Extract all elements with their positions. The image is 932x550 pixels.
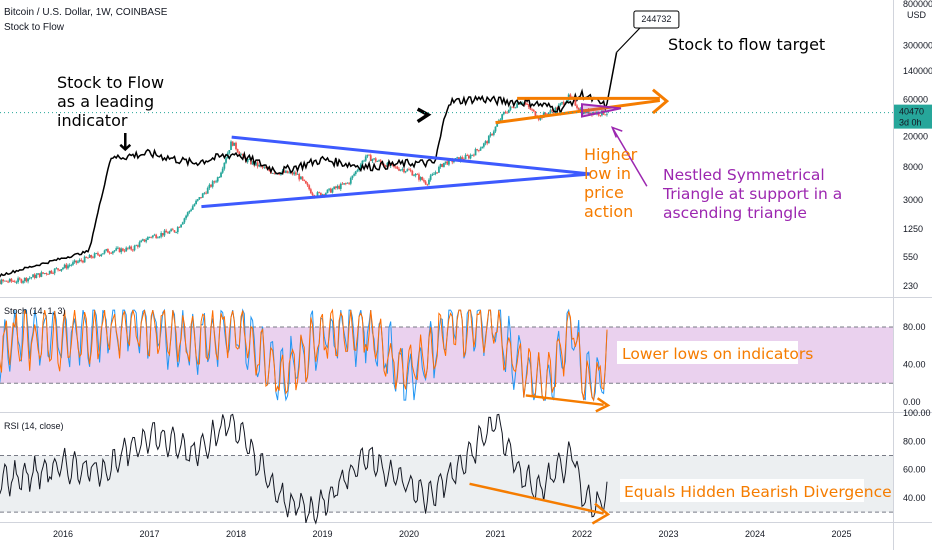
time-tick: 2016 — [53, 529, 73, 539]
note-higher-low-line: low in — [584, 164, 631, 183]
rsi-line — [0, 413, 608, 525]
purple-pointer-head — [610, 126, 623, 138]
price-currency: USD — [907, 10, 927, 20]
user-drawings: 244732 — [119, 10, 680, 525]
time-tick: 2025 — [831, 529, 851, 539]
stoch-title: Stoch (14, 1, 3) — [4, 306, 66, 316]
price-tick: 800000 — [903, 0, 932, 9]
current-price-box — [894, 104, 932, 129]
rsi-divergence-line — [469, 482, 604, 515]
time-tick: 2020 — [399, 529, 419, 539]
note-lower-lows-bg — [617, 341, 798, 364]
rsi-tick: 100.00 — [903, 408, 931, 418]
note-hidden-div-bg — [620, 479, 864, 502]
stoch-d-line — [0, 308, 608, 402]
stoch-lower-low-line — [525, 394, 604, 407]
time-tick: 2024 — [745, 529, 765, 539]
orange-arrowhead — [651, 88, 670, 115]
note-s2f-leading: Stock to Flow as a leading indicator — [57, 73, 164, 130]
price-tick: 8000 — [903, 162, 923, 172]
current-price-value: 40470 — [899, 107, 924, 117]
blue-triangle — [201, 135, 591, 209]
note-s2f-leading-line: indicator — [57, 111, 128, 130]
note-higher-low-line: action — [584, 202, 633, 221]
price-tick: 230 — [903, 281, 918, 291]
time-tick: 2022 — [572, 529, 592, 539]
stoch-tick: 40.00 — [903, 360, 926, 370]
note-higher-low: Higher low in price action — [584, 145, 638, 221]
price-tick: 3000 — [903, 195, 923, 205]
note-higher-low-line: price — [584, 183, 624, 202]
note-s2f-target: Stock to flow target — [668, 35, 825, 54]
down-arrow — [119, 133, 132, 152]
rsi-tick: 80.00 — [903, 436, 926, 446]
note-nestled: Nestled Symmetrical Triangle at support i… — [662, 166, 842, 222]
target-callout-box — [633, 10, 680, 29]
note-nestled-line: Nestled Symmetrical — [663, 166, 825, 184]
time-tick: 2017 — [139, 529, 159, 539]
target-callout-pointer — [616, 27, 641, 53]
price-tick: 60000 — [903, 94, 928, 104]
note-lower-lows: Lower lows on indicators — [622, 345, 813, 363]
target-callout-text: 244732 — [641, 14, 671, 24]
s2f-line — [0, 52, 618, 278]
price-tick: 20000 — [903, 131, 928, 141]
stoch-tick: 80.00 — [903, 322, 926, 332]
purple-triangle — [581, 103, 622, 118]
price-tick: 1250 — [903, 224, 923, 234]
indicator-name: Stock to Flow — [4, 22, 65, 33]
chart-title: Bitcoin / U.S. Dollar, 1W, COINBASE — [4, 7, 168, 18]
time-tick: 2023 — [658, 529, 678, 539]
price-tick: 550 — [903, 252, 918, 262]
time-tick: 2018 — [226, 529, 246, 539]
rsi-arrowhead — [591, 502, 611, 525]
time-tick: 2019 — [312, 529, 332, 539]
time-tick: 2021 — [485, 529, 505, 539]
note-hidden-divergence: Equals Hidden Bearish Divergence — [624, 483, 892, 501]
orange-support — [495, 99, 661, 125]
rsi-tick: 40.00 — [903, 493, 926, 503]
rsi-title: RSI (14, close) — [4, 421, 64, 431]
stoch-arrowhead — [595, 397, 611, 413]
stoch-tick: 0.00 — [903, 397, 921, 407]
right-arrow — [416, 107, 432, 124]
price-tick: 140000 — [903, 66, 932, 76]
note-higher-low-line: Higher — [584, 145, 638, 164]
price-tick: 300000 — [903, 40, 932, 50]
note-nestled-line: Triangle at support in a — [662, 185, 842, 203]
rsi-tick: 60.00 — [903, 465, 926, 475]
note-nestled-line: ascending triangle — [663, 204, 807, 222]
note-s2f-leading-line: Stock to Flow — [57, 73, 164, 92]
note-s2f-leading-line: as a leading — [57, 92, 154, 111]
bar-countdown: 3d 0h — [899, 118, 922, 128]
purple-pointer — [611, 127, 648, 187]
